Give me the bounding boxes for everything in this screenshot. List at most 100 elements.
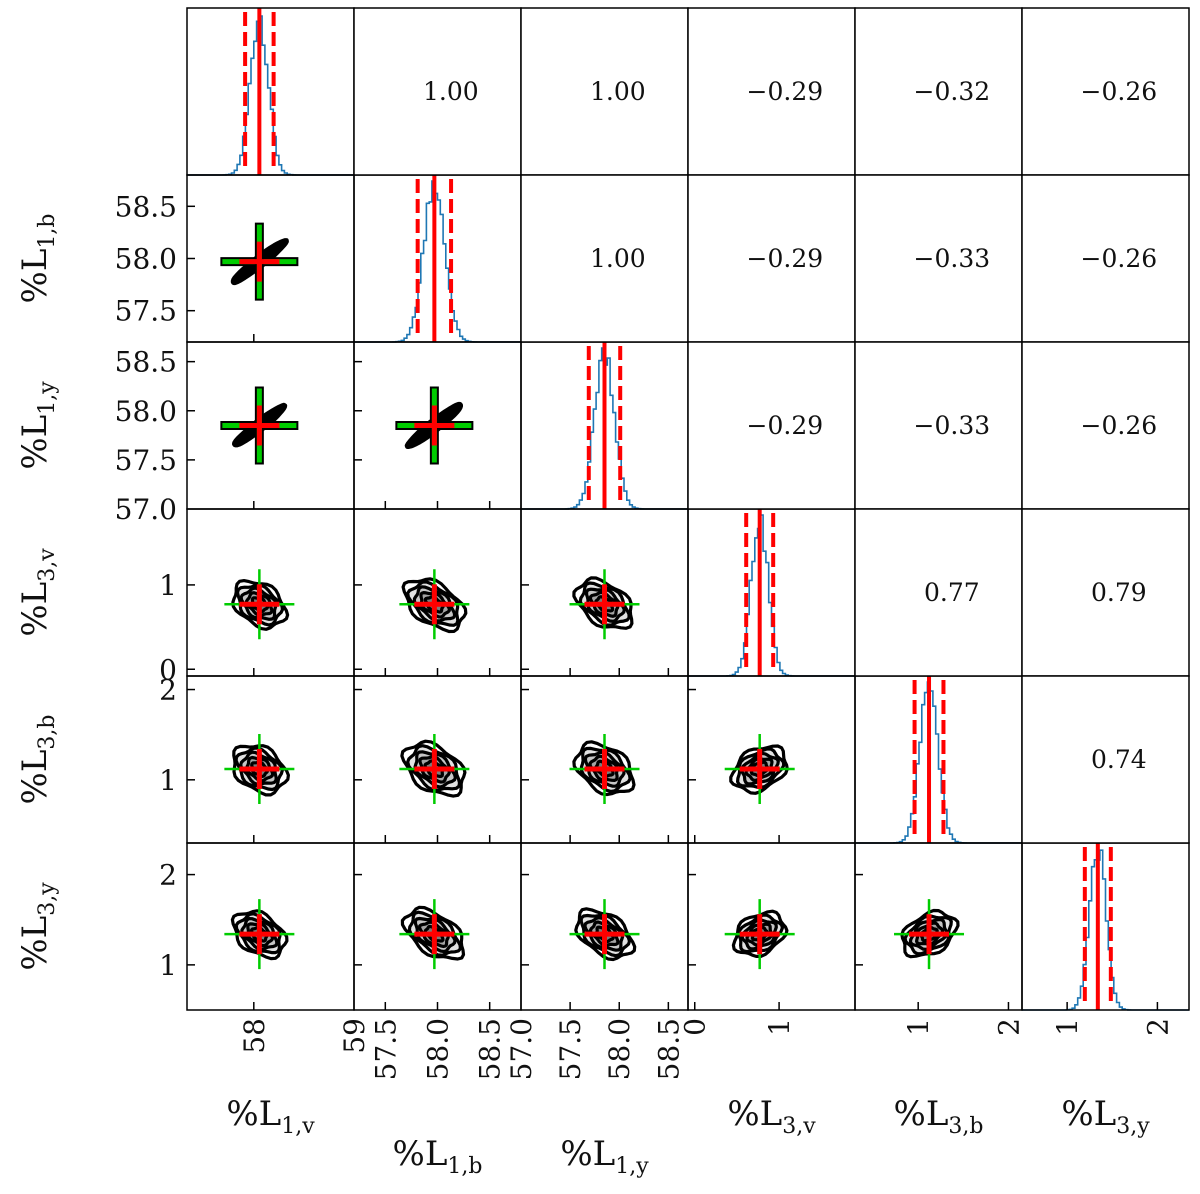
- correlation-panel: [854, 174, 1023, 343]
- y-tick-label: 1: [159, 949, 177, 982]
- histogram-3-b: [855, 681, 1022, 844]
- y-tick-label: 2: [159, 674, 177, 707]
- panel-1-0: [186, 174, 355, 343]
- correlation-value: 1.00: [590, 244, 646, 273]
- axis-label-subscript: 3,b: [35, 715, 60, 750]
- y-axis-label: %L3,b: [15, 715, 60, 805]
- x-tick-label: 0: [679, 1018, 712, 1036]
- correlation-panel: [854, 7, 1023, 176]
- panel-4-3: [687, 675, 856, 844]
- x-tick-label: 59: [338, 1018, 371, 1054]
- y-tick-label: 58.5: [115, 190, 177, 223]
- correlation-value: −0.29: [747, 411, 824, 440]
- correlation-panel: [520, 174, 689, 343]
- x-axis-label: %L3,y: [1061, 1094, 1150, 1139]
- panel-5-0: [186, 842, 355, 1011]
- correlation-value: 0.79: [1091, 578, 1147, 607]
- axis-label-subscript: 1,y: [615, 1154, 649, 1179]
- x-tick-label: 2: [1141, 1018, 1174, 1036]
- y-tick-label: 0: [159, 653, 177, 686]
- correlation-value: 1.00: [423, 77, 479, 106]
- panel-4-1: [353, 675, 522, 844]
- correlation-panel: [1021, 7, 1190, 176]
- x-tick-label: 58.0: [603, 1018, 636, 1080]
- axis-label-subscript: 1,b: [447, 1154, 482, 1179]
- panel-3-2: [520, 508, 689, 677]
- axis-label-symbol: %L: [15, 750, 55, 805]
- x-tick-label: 57.0: [505, 1018, 538, 1080]
- panel-4-0: [186, 675, 355, 844]
- x-axis-label: %L3,v: [727, 1094, 816, 1139]
- panel-4-4: [854, 675, 1023, 844]
- panel-frame: [1021, 842, 1190, 1011]
- x-tick-label: 57.5: [554, 1018, 587, 1080]
- correlation-value: −0.26: [1081, 411, 1158, 440]
- correlation-value: −0.29: [747, 244, 824, 273]
- panel-5-2: [520, 842, 689, 1011]
- y-tick-label: 58.0: [115, 395, 177, 428]
- correlation-panel: [1021, 174, 1190, 343]
- correlation-value: 0.74: [1091, 745, 1147, 774]
- y-tick-label: 57.0: [115, 493, 177, 526]
- y-tick-label: 2: [159, 859, 177, 892]
- axis-label-symbol: %L: [15, 415, 55, 470]
- x-axis-label: %L1,b: [393, 1134, 483, 1179]
- correlation-value: −0.29: [747, 77, 824, 106]
- axis-label-symbol: %L: [393, 1134, 448, 1174]
- y-tick-label: 57.5: [115, 444, 177, 477]
- correlation-panel: [854, 508, 1023, 677]
- axis-label-symbol: %L: [560, 1134, 615, 1174]
- panel-5-3: [687, 842, 856, 1011]
- axis-label-symbol: %L: [727, 1094, 782, 1134]
- y-tick-label: 58.5: [115, 346, 177, 379]
- y-tick-label: 57.5: [115, 295, 177, 328]
- x-tick-label: 1: [902, 1018, 935, 1036]
- correlation-value: −0.26: [1081, 244, 1158, 273]
- axis-label-subscript: 3,y: [35, 882, 60, 916]
- axis-label-subscript: 3,b: [948, 1114, 983, 1139]
- histogram-1-v: [187, 15, 354, 176]
- correlation-panel: [854, 341, 1023, 510]
- y-axis-label: %L1,b: [15, 214, 60, 304]
- axis-label-subscript: 3,y: [1116, 1114, 1150, 1139]
- panel-5-1: [353, 842, 522, 1011]
- x-tick-label: 58.0: [422, 1018, 455, 1080]
- y-tick-label: 1: [159, 569, 177, 602]
- correlation-value: −0.33: [914, 411, 991, 440]
- axis-label-symbol: %L: [15, 249, 55, 304]
- y-tick-label: 1: [159, 764, 177, 797]
- axis-label-symbol: %L: [15, 916, 55, 971]
- correlation-panel: [687, 7, 856, 176]
- x-tick-label: 57.5: [369, 1018, 402, 1080]
- correlation-panel: [687, 174, 856, 343]
- axis-label-symbol: %L: [226, 1094, 281, 1134]
- x-tick-label: 58.5: [652, 1018, 685, 1080]
- correlation-panel: [687, 341, 856, 510]
- panel-2-2: [520, 341, 689, 510]
- y-axis-label: %L1,y: [15, 381, 60, 470]
- histogram-3-y: [1022, 849, 1189, 1011]
- panel-2-1: [353, 341, 522, 510]
- panel-0-0: [186, 7, 355, 176]
- axis-label-subscript: 1,b: [35, 214, 60, 249]
- axis-label-subscript: 1,v: [281, 1114, 315, 1139]
- x-tick-label: 1: [1051, 1018, 1084, 1036]
- axis-label-symbol: %L: [1061, 1094, 1116, 1134]
- correlation-panel: [520, 7, 689, 176]
- axis-label-subscript: 3,v: [782, 1114, 816, 1139]
- correlation-value: 0.77: [924, 578, 980, 607]
- panel-3-3: [687, 508, 856, 677]
- axis-label-symbol: %L: [894, 1094, 949, 1134]
- x-tick-label: 58.5: [474, 1018, 507, 1080]
- panel-2-0: [186, 341, 355, 510]
- correlation-value: −0.33: [914, 244, 991, 273]
- panel-5-4: [854, 842, 1023, 1011]
- axis-label-symbol: %L: [15, 582, 55, 637]
- y-axis-label: %L3,y: [15, 882, 60, 971]
- correlation-panel: [1021, 341, 1190, 510]
- correlation-value: 1.00: [590, 77, 646, 106]
- panel-4-2: [520, 675, 689, 844]
- correlation-panel: [1021, 508, 1190, 677]
- correlation-value: −0.32: [914, 77, 991, 106]
- x-axis-label: %L1,y: [560, 1134, 649, 1179]
